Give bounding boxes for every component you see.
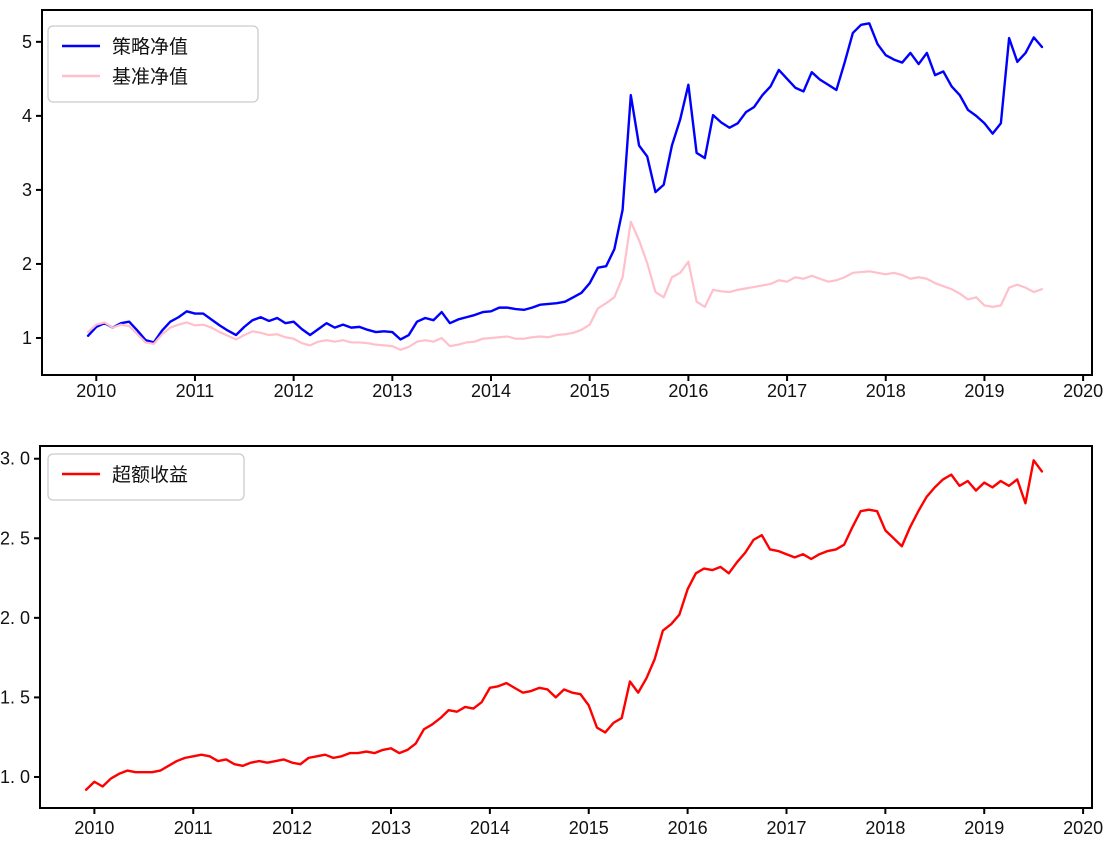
- x-tick-label: 2017: [766, 818, 806, 838]
- series-line-0: [86, 22, 1044, 344]
- x-tick-label: 2020: [1063, 381, 1103, 401]
- y-tick-label: 2: [22, 254, 32, 274]
- x-tick-label: 2011: [176, 381, 215, 401]
- y-tick-label: 2. 0: [0, 608, 30, 628]
- legend-label: 超额收益: [112, 464, 188, 486]
- y-tick-label: 1. 5: [0, 687, 30, 707]
- x-tick-label: 2014: [470, 818, 510, 838]
- excess-return-chart: 2010 2011 2012 2013 2014 2015 2016 2017 2018 2019…: [0, 445, 1103, 838]
- x-tick-label: 2011: [174, 818, 213, 838]
- y-tick-label: 5: [22, 32, 32, 52]
- y-tick-label: 4: [22, 106, 32, 126]
- x-tick-label: 2016: [668, 818, 708, 838]
- x-tick-label: 2017: [767, 381, 807, 401]
- x-tick-label: 2013: [372, 381, 412, 401]
- y-tick-label: 1. 0: [0, 767, 30, 787]
- legend-box: [47, 25, 259, 103]
- x-tick-label: 2019: [964, 381, 1004, 401]
- y-tick-label: 2. 5: [0, 528, 30, 548]
- x-tick-label: 2010: [74, 818, 114, 838]
- x-tick-label: 2010: [76, 381, 116, 401]
- x-tick-label: 2012: [274, 381, 314, 401]
- legend-label: 策略净值: [112, 36, 188, 58]
- axes-spines: [39, 445, 1093, 809]
- legend-label: 基准净值: [112, 66, 188, 88]
- x-tick-label: 2012: [272, 818, 312, 838]
- legend-box: [47, 453, 245, 501]
- y-tick-label: 3. 0: [0, 449, 30, 469]
- x-tick-label: 2019: [964, 818, 1004, 838]
- series-line-0: [84, 459, 1044, 791]
- net-value-chart: 2010 2011 2012 2013 2014 2015 2016 2017 2018 2019…: [22, 9, 1103, 401]
- x-tick-label: 2014: [471, 381, 511, 401]
- axes-spines: [41, 9, 1093, 376]
- x-tick-label: 2016: [668, 381, 708, 401]
- series-line-1: [86, 220, 1044, 351]
- x-tick-label: 2020: [1063, 818, 1103, 838]
- y-tick-label: 3: [22, 180, 32, 200]
- x-tick-label: 2015: [570, 381, 610, 401]
- x-tick-label: 2018: [866, 381, 906, 401]
- x-tick-label: 2013: [371, 818, 411, 838]
- x-tick-label: 2018: [865, 818, 905, 838]
- x-tick-label: 2015: [569, 818, 609, 838]
- y-tick-label: 1: [22, 328, 32, 348]
